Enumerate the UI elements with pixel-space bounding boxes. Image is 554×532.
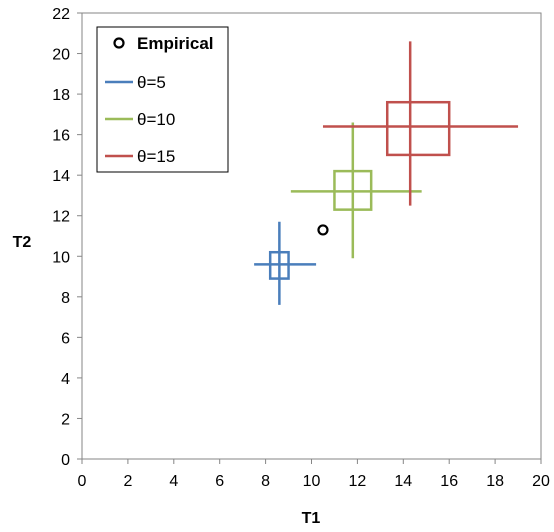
y-tick-label: 0 <box>61 452 70 469</box>
legend-label: θ=10 <box>137 110 175 129</box>
y-tick-label: 16 <box>52 128 70 145</box>
x-tick-label: 4 <box>169 473 178 490</box>
plot-area <box>77 12 542 464</box>
x-tick-label: 20 <box>532 473 550 490</box>
empirical-point <box>317 224 329 236</box>
x-tick-label: 18 <box>486 473 504 490</box>
legend: Empirical θ=5 θ=10 θ=15 <box>96 26 229 173</box>
legend-label: θ=5 <box>137 73 166 92</box>
series-θ=5 <box>254 221 317 305</box>
x-tick-label: 2 <box>123 473 132 490</box>
x-tick-label: 12 <box>349 473 367 490</box>
y-tick-label: 2 <box>61 411 70 428</box>
series-θ=10 <box>290 122 422 259</box>
quartile-box <box>333 169 373 211</box>
x-tick-label: 0 <box>78 473 87 490</box>
x-tick-label: 10 <box>303 473 321 490</box>
y-tick-label: 18 <box>52 87 70 104</box>
legend-label: θ=15 <box>137 147 175 166</box>
y-tick-label: 6 <box>61 330 70 347</box>
x-tick-label: 14 <box>394 473 412 490</box>
y-tick-label: 8 <box>61 290 70 307</box>
y-tick-label: 12 <box>52 209 70 226</box>
y-tick-label: 14 <box>52 168 70 185</box>
y-tick-label: 10 <box>52 249 70 266</box>
x-tick-label: 16 <box>440 473 458 490</box>
y-tick-label: 20 <box>52 47 70 64</box>
x-tick-label: 8 <box>261 473 270 490</box>
legend-box <box>96 26 229 173</box>
x-axis-title: T1 <box>302 510 321 527</box>
y-tick-label: 22 <box>52 6 70 23</box>
legend-marker-empirical <box>113 37 125 49</box>
y-tick-label: 4 <box>61 371 70 388</box>
series-θ=15 <box>322 41 519 206</box>
y-axis-title: T2 <box>13 234 32 251</box>
quartile-box <box>268 250 290 280</box>
tick-labels: 0 2 4 6 8 10 12 14 16 18 20 0 2 4 6 8 10 12 14 16 18 20 22 <box>52 6 550 490</box>
legend-label-empirical: Empirical <box>137 34 214 53</box>
x-tick-label: 6 <box>215 473 224 490</box>
quartile-box <box>385 100 451 157</box>
